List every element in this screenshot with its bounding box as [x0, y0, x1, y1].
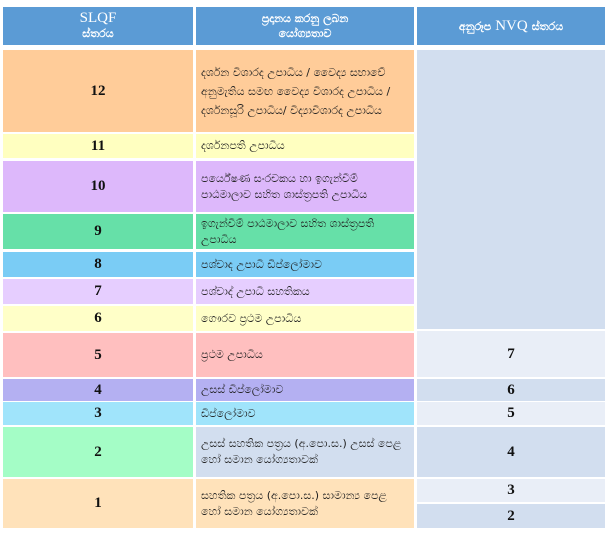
nvq-empty-cell	[417, 50, 605, 329]
slqf-level-value: 1	[94, 495, 102, 511]
slqf-level-cell: 8	[3, 252, 193, 277]
nvq-level-value: 6	[507, 381, 515, 398]
header-qualification-line2: යෝග්‍යතාව	[278, 27, 332, 40]
qualification-text: ඩිප්ලෝමාව	[201, 406, 256, 420]
header-slqf-label: SLQF	[79, 10, 117, 26]
slqf-level-cell: 10	[3, 161, 193, 212]
header-nvq-level: අනුරූප NVQ ස්තරය	[417, 7, 605, 45]
nvq-level-cell: 5	[417, 402, 605, 425]
qualification-text: උසස් සහතික පත්‍රය (අ.පො.ස.) උසස් පෙළ හෝ …	[201, 437, 402, 466]
slqf-level-cell: 9	[3, 214, 193, 249]
slqf-level-cell: 12	[3, 50, 193, 132]
qualification-cell: ප්‍රථම උපාධිය	[196, 333, 414, 377]
header-nvq-prefix: අනුරූප	[458, 19, 492, 33]
slqf-level-value: 3	[94, 405, 102, 421]
slqf-level-value: 4	[94, 381, 102, 398]
slqf-level-value: 7	[94, 283, 102, 299]
header-qualification-line1: ප්‍රදානය කරනු ලබන	[261, 12, 349, 25]
qualification-cell: පශ්චාද් උපාධි සහතිකය	[196, 279, 414, 304]
header-nvq-suffix: ස්තරය	[531, 19, 564, 33]
nvq-level-value: 2	[507, 507, 515, 524]
slqf-level-cell: 3	[3, 402, 193, 425]
slqf-level-value: 6	[94, 310, 102, 326]
nvq-level-value: 4	[507, 443, 515, 460]
slqf-level-value: 9	[94, 223, 102, 239]
slqf-level-value: 12	[90, 82, 106, 99]
slqf-level-value: 5	[94, 346, 102, 363]
nvq-level-cell: 2	[417, 504, 605, 528]
qualification-cell: උසස් ඩිප්ලෝමාව	[196, 379, 414, 401]
slqf-level-cell: 5	[3, 333, 193, 377]
qualification-text: ගෞරව ප්‍රථම උපාධිය	[201, 311, 302, 325]
header-nvq-label: NVQ	[495, 17, 528, 34]
header-qualification: ප්‍රදානය කරනු ලබන යෝග්‍යතාව	[196, 7, 414, 45]
qualification-cell: පශ්චාද උපාධි ඩිප්ලෝමාව	[196, 252, 414, 277]
slqf-level-cell: 2	[3, 427, 193, 477]
nvq-level-cell: 3	[417, 479, 605, 502]
qualification-text: පශ්චාද උපාධි ඩිප්ලෝමාව	[201, 257, 322, 271]
slqf-level-cell: 7	[3, 279, 193, 304]
slqf-level-value: 8	[94, 256, 102, 272]
qualification-cell: උසස් සහතික පත්‍රය (අ.පො.ස.) උසස් පෙළ හෝ …	[196, 427, 414, 477]
qualification-cell: ඩිප්ලෝමාව	[196, 402, 414, 425]
slqf-level-value: 10	[90, 178, 106, 194]
qualification-cell: ඉගැන්වීම් පාඨමාලාව සහිත ශාස්ත්‍රපති උපාධ…	[196, 214, 414, 249]
qualification-text: සහතික පත්‍රය (අ.පො.ස.) සාමාන්‍ය පෙළ හෝ ස…	[201, 488, 387, 518]
qualification-text: ප්‍රථම උපාධිය	[201, 348, 263, 361]
nvq-level-cell: 7	[417, 331, 605, 377]
nvq-level-cell: 6	[417, 379, 605, 401]
nvq-level-value: 7	[507, 345, 515, 362]
header-slqf-level: SLQF ස්තරය	[3, 7, 193, 45]
slqf-level-cell: 4	[3, 379, 193, 401]
slqf-level-value: 2	[94, 443, 102, 460]
nvq-level-value: 5	[507, 405, 515, 421]
qualification-text: ඉගැන්වීම් පාඨමාලාව සහිත ශාස්ත්‍රපති උපාධ…	[201, 216, 375, 246]
slqf-level-cell: 11	[3, 134, 193, 158]
slqf-level-value: 11	[90, 137, 106, 154]
qualification-cell: පර්යේෂණ සංරචකය හා ඉගැන්වීම් පාඨමාලාව සහි…	[196, 161, 414, 212]
qualification-cell: දර්ශනපති උපාධිය	[196, 134, 414, 158]
qualification-cell: සහතික පත්‍රය (අ.පො.ස.) සාමාන්‍ය පෙළ හෝ ස…	[196, 479, 414, 528]
nvq-level-cell: 4	[417, 427, 605, 477]
qualification-text: පර්යේෂණ සංරචකය හා ඉගැන්වීම් පාඨමාලාව සහි…	[201, 171, 368, 201]
qualification-text: දර්ශනපති උපාධිය	[201, 139, 285, 152]
qualification-text: පශ්චාද් උපාධි සහතිකය	[201, 284, 310, 298]
qualification-text: උසස් ඩිප්ලෝමාව	[201, 383, 284, 396]
qualification-cell: දර්ශන විශාරද උපාධිය / වෛද්‍ය සභාවේ අනුමැ…	[196, 50, 414, 132]
qualification-cell: ගෞරව ප්‍රථම උපාධිය	[196, 306, 414, 331]
header-slqf-sublabel: ස්තරය	[82, 27, 114, 40]
qualification-text: දර්ශන විශාරද උපාධිය / වෛද්‍ය සභාවේ අනුමැ…	[201, 65, 391, 117]
nvq-level-value: 3	[507, 482, 515, 498]
slqf-level-cell: 1	[3, 479, 193, 528]
slqf-level-cell: 6	[3, 306, 193, 331]
